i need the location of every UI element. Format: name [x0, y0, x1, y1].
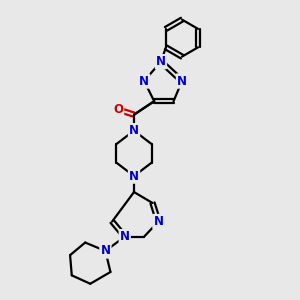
Text: N: N	[156, 55, 166, 68]
Text: N: N	[139, 74, 149, 88]
Text: O: O	[113, 103, 123, 116]
Text: N: N	[100, 244, 110, 257]
Text: N: N	[177, 74, 187, 88]
Text: N: N	[129, 124, 139, 137]
Text: N: N	[129, 169, 139, 183]
Text: N: N	[120, 230, 130, 243]
Text: N: N	[153, 215, 164, 228]
